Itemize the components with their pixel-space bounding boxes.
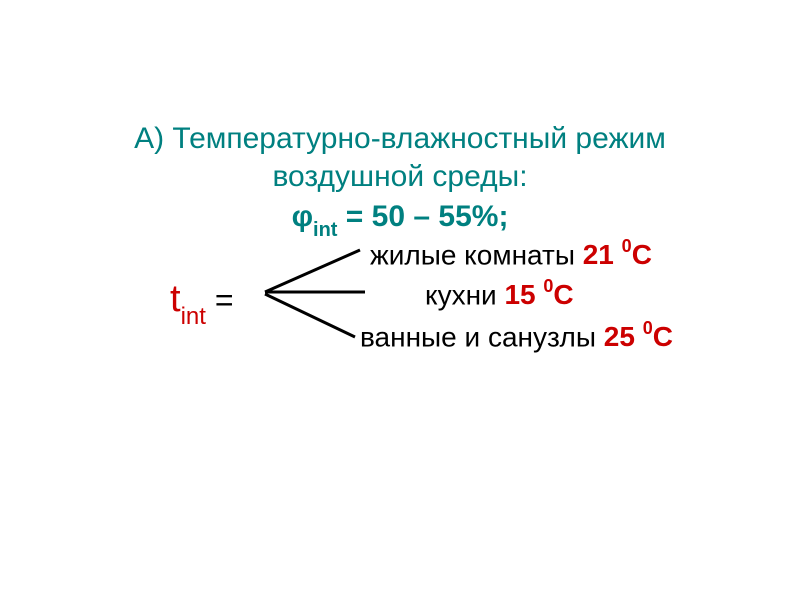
temp-unit: С <box>553 279 573 310</box>
temp-value: 21 <box>583 239 622 270</box>
branch-lines-icon <box>255 232 375 352</box>
temp-unit: С <box>632 239 652 270</box>
temp-subscript: int <box>181 303 206 330</box>
room-temp: 25 0С <box>604 321 673 352</box>
temp-equals: = <box>206 282 234 318</box>
humidity-value: 50 – 55%; <box>372 200 509 233</box>
title-line-1: А) Температурно-влажностный режим <box>0 120 800 158</box>
temperature-label: tint = <box>170 278 234 327</box>
room-temp: 21 0С <box>583 239 652 270</box>
humidity-equals: = <box>337 200 371 233</box>
title-block: А) Температурно-влажностный режим воздуш… <box>0 120 800 195</box>
humidity-formula: φint = 50 – 55%; <box>0 200 800 239</box>
room-row-3: ванные и санузлы 25 0С <box>360 320 673 353</box>
branch-line-1 <box>265 250 360 292</box>
room-row-1: жилые комнаты 21 0С <box>370 238 652 271</box>
room-temp: 15 0С <box>504 279 573 310</box>
room-label: кухни <box>425 279 504 310</box>
temp-symbol: t <box>170 278 181 320</box>
branch-line-3 <box>265 294 355 337</box>
humidity-symbol: φ <box>292 200 313 233</box>
temp-sup: 0 <box>543 276 553 296</box>
temp-sup: 0 <box>643 318 653 338</box>
temp-sup: 0 <box>622 236 632 256</box>
room-label: ванные и санузлы <box>360 321 604 352</box>
title-line-2: воздушной среды: <box>0 158 800 196</box>
temp-unit: С <box>653 321 673 352</box>
temp-value: 25 <box>604 321 643 352</box>
room-label: жилые комнаты <box>370 239 583 270</box>
room-row-2: кухни 15 0С <box>425 278 574 311</box>
temp-value: 15 <box>504 279 543 310</box>
